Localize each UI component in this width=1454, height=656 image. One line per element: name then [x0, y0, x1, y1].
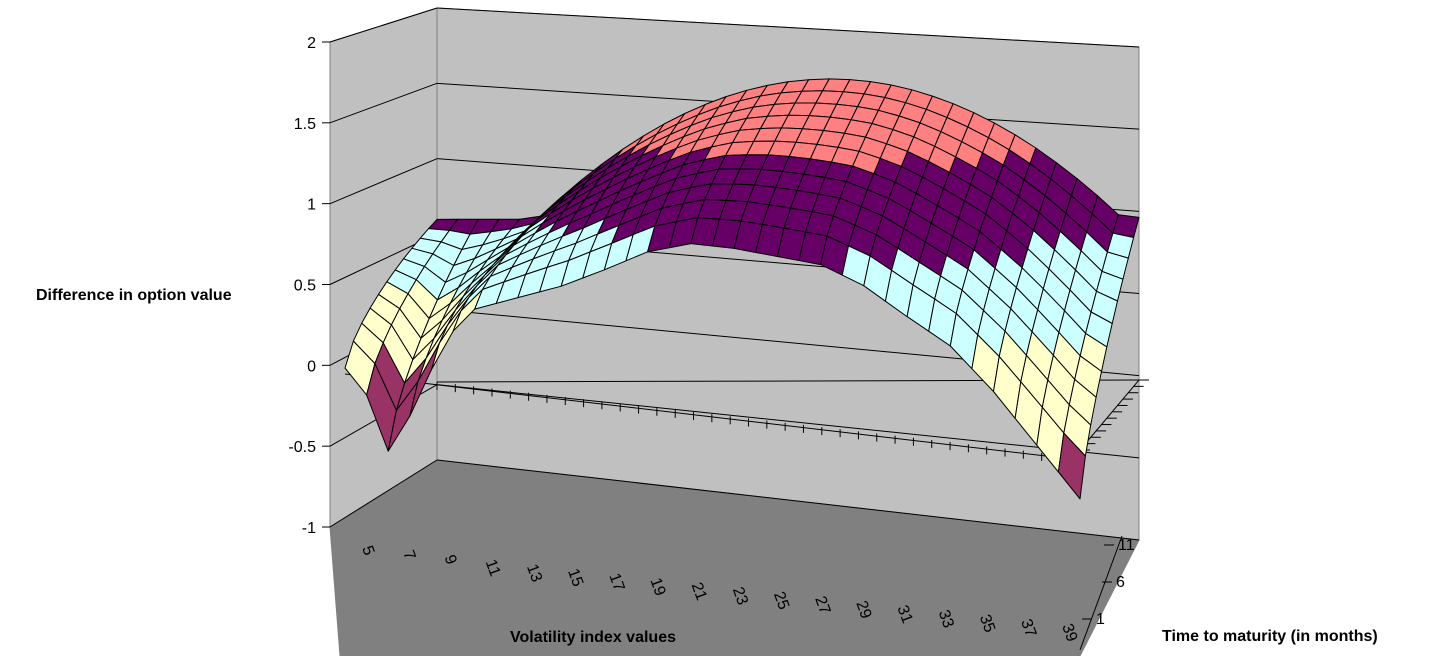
back-gridline [436, 384, 1140, 459]
x-tick-label: 13 [523, 562, 545, 585]
y-tick-label: 6 [1116, 574, 1125, 591]
z-tick-label: -1 [302, 520, 316, 537]
y-tick-label: 1 [1096, 611, 1105, 628]
z-tick-label: 0 [307, 358, 316, 375]
side-gridline [329, 7, 438, 43]
x-tick-label: 29 [852, 599, 874, 622]
z-tick-label: -0.5 [288, 439, 316, 456]
surface-mesh [344, 78, 1140, 500]
z-tick-label: 2 [307, 35, 316, 52]
x-tick-label: 17 [605, 571, 627, 594]
x-tick-label: 21 [688, 580, 710, 603]
surface-cell [1057, 432, 1086, 500]
x-tick-label: 15 [564, 566, 586, 589]
back-gridline [436, 7, 1140, 48]
x-tick-label: 27 [811, 594, 833, 617]
side-gridline [329, 459, 438, 528]
z-tick-label: 1 [307, 197, 316, 214]
x-tick-label: 33 [935, 608, 957, 631]
x-tick-label: 31 [894, 603, 916, 626]
x-axis-title: Volatility index values [510, 629, 676, 646]
x-tick-label: 19 [646, 576, 668, 599]
y-axis-title: Time to maturity (in months) [1162, 628, 1378, 645]
z-axis-ticks: 2 1.5 1 0.5 0 -0.5 -1 [288, 35, 330, 537]
z-axis-title: Difference in option value [36, 287, 232, 304]
x-tick-label: 39 [1058, 622, 1080, 645]
side-gridline [329, 158, 438, 205]
x-tick-label: 25 [770, 589, 792, 612]
y-axis-line [1079, 535, 1123, 651]
zero-right-line [1079, 379, 1140, 451]
back-gridline [436, 459, 1140, 541]
x-tick-label: 37 [1017, 617, 1039, 640]
x-tick-label: 35 [976, 612, 998, 635]
side-gridline [329, 82, 438, 124]
z-tick-label: 1.5 [294, 116, 316, 133]
zero-front-line [344, 373, 1081, 461]
x-tick-label: 11 [482, 557, 504, 579]
z-tick-label: 0.5 [294, 278, 316, 295]
x-tick-label: 23 [729, 585, 751, 608]
x-axis-ticks: 5 7 9 11 13 15 17 19 21 23 25 27 29 31 33 35 37 39 [358, 544, 1080, 645]
y-tick-label: 11 [1118, 537, 1135, 554]
